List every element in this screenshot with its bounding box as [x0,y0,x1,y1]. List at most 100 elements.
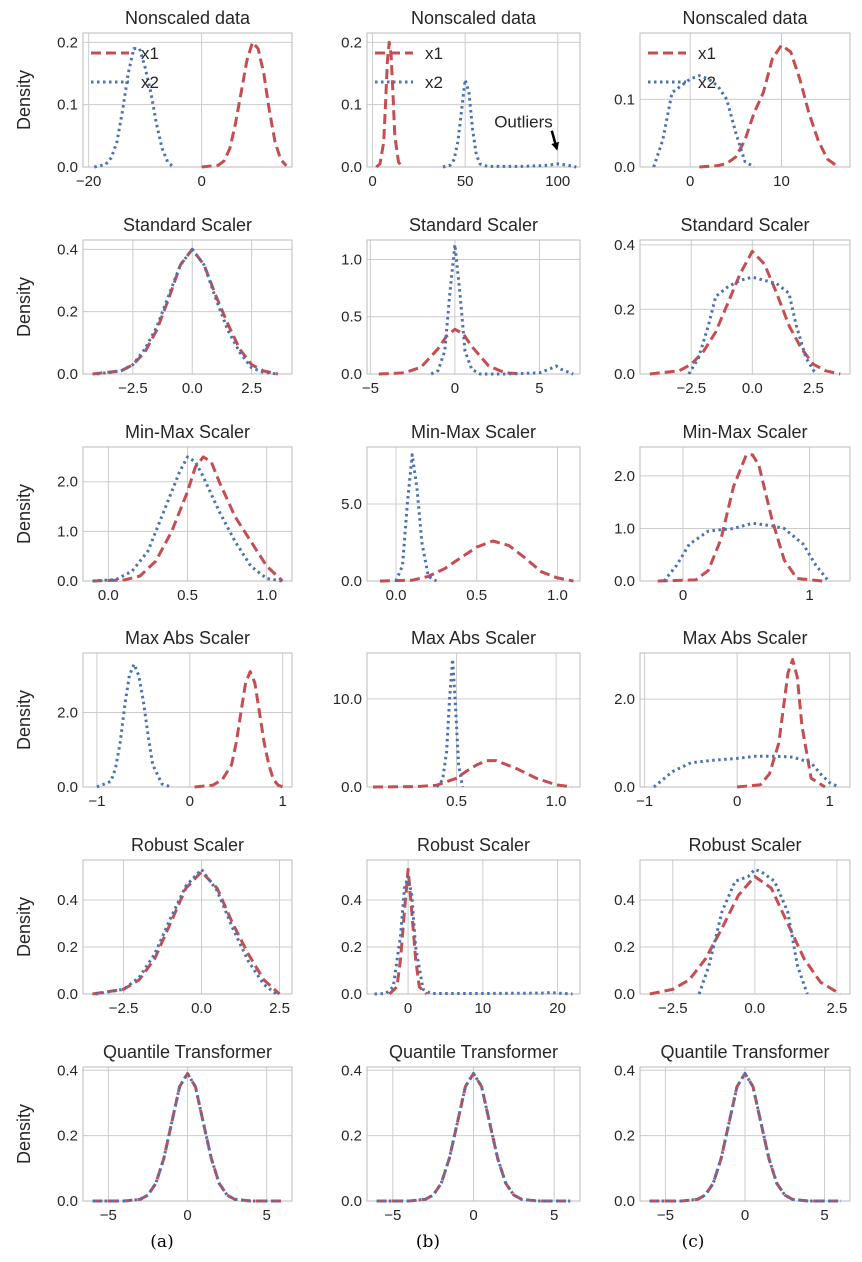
series-line-x1 [92,455,284,583]
chart-title: Nonscaled data [682,8,808,28]
series-line-x1 [379,539,574,583]
y-tick-label: 0.0 [614,573,635,590]
outliers-arrow [550,130,560,151]
series-line-x1 [378,327,523,376]
y-tick-label: 0.5 [341,309,362,326]
plot-frame [366,652,581,788]
x-tick-label: 0.5 [177,587,198,604]
caption-c: (c) [681,1232,705,1252]
chart-panel-r4c0: −2.5 0.0 2.5 0.0 0.2 0.4 Robust Scaler Density [14,835,293,1017]
chart-panel-r1c0: −2.5 0.0 2.5 0.0 0.2 0.4 Standard Scaler Densit… [14,215,293,397]
x-tick-label: −5 [384,1207,401,1224]
x-tick-label: −5 [362,380,379,397]
x-tick-label: 0.0 [98,587,119,604]
plot-frame [366,446,581,582]
caption-b: (b) [415,1232,441,1252]
series-line-x2 [652,74,755,169]
x-tick-label: 0 [741,1207,749,1224]
y-tick-label: 0.2 [57,939,78,956]
chart-title: Robust Scaler [417,835,530,855]
y-tick-label: 2.0 [614,468,635,485]
y-tick-label: 0.0 [57,1193,78,1210]
x-tick-label: 0 [186,793,194,810]
x-tick-label: 0.0 [744,1000,765,1017]
chart-title: Max Abs Scaler [411,628,536,648]
y-tick-label: 0.0 [341,1193,362,1210]
x-tick-label: −2.5 [109,1000,139,1017]
chart-panel-r2c1: 0.0 0.5 1.0 0.0 5.0 Min-Max Scaler [341,422,581,604]
x-tick-label: 1 [279,793,287,810]
y-tick-label: 0.2 [614,939,635,956]
outliers-annotation: Outliers [494,113,553,132]
y-tick-label: 0.1 [614,91,635,108]
x-tick-label: 5 [535,380,543,397]
series-line-x2 [687,275,818,375]
plot-frame [82,32,293,168]
y-tick-label: 0.4 [614,1062,635,1079]
chart-panel-r4c1: 0 10 20 0.0 0.2 0.4 Robust Scaler [341,835,581,1017]
series-line-x1 [201,40,288,169]
x-tick-label: 0.0 [182,380,203,397]
x-tick-label: 0 [679,587,687,604]
x-tick-label: 0.0 [742,380,763,397]
x-tick-label: −20 [76,173,101,190]
y-tick-label: 0.1 [57,97,78,114]
x-tick-label: 1 [825,793,833,810]
x-tick-label: −2.5 [118,380,148,397]
x-tick-label: 1.0 [256,587,277,604]
x-tick-label: 0.0 [386,587,407,604]
plot-frame [82,1066,293,1202]
series-line-x2 [442,78,577,169]
x-tick-label: 0 [404,1000,412,1017]
plot-frame [639,239,851,375]
y-tick-label: 0.0 [614,159,635,176]
series-line-x1 [649,249,841,376]
series-line-x2 [97,247,278,376]
chart-panel-r5c0: −5 0 5 0.0 0.2 0.4 Quantile Transformer Density [14,1042,293,1224]
chart-title: Standard Scaler [409,215,538,235]
chart-panel-r3c2: −1 0 1 0.0 2.0 Max Abs Scaler [614,628,851,810]
chart-panel-r3c1: 0.5 1.0 0.0 10.0 Max Abs Scaler [333,628,581,810]
y-tick-label: 0.0 [341,573,362,590]
x-tick-label: 2.5 [803,380,824,397]
y-tick-label: 0.2 [341,1128,362,1145]
y-tick-label: 2.0 [57,474,78,491]
y-tick-label: 0.0 [57,573,78,590]
series-line-x1 [699,43,838,169]
series-line-x2 [430,243,574,376]
series-line-x2 [95,867,278,996]
x-tick-label: 5 [550,1207,558,1224]
plot-frame [82,239,293,375]
series-line-x2 [374,875,573,996]
y-tick-label: 0.0 [341,366,362,383]
chart-title: Min-Max Scaler [682,422,807,442]
y-tick-label: 5.0 [341,496,362,513]
y-tick-label: 0.0 [341,159,362,176]
y-tick-label: 0.2 [57,304,78,321]
y-tick-label: 0.4 [57,892,78,909]
series-line-x1 [92,1072,283,1203]
chart-panel-r2c0: 0.0 0.5 1.0 0.0 1.0 2.0 Min-Max Scaler Density [14,422,293,604]
y-tick-label: 0.2 [614,301,635,318]
legend-label-x2: x2 [698,73,716,92]
x-tick-label: 0 [451,380,459,397]
x-tick-label: 1.0 [546,793,567,810]
y-tick-label: 1.0 [614,520,635,537]
series-line-x2 [92,455,283,583]
plot-frame [366,239,581,375]
plot-frame [82,859,293,995]
chart-panel-r0c0: −20 0 0.0 0.1 0.2 Nonscaled data Density x1 x2 [14,8,293,190]
x-tick-label: 1 [805,587,813,604]
chart-title: Standard Scaler [123,215,252,235]
x-tick-label: 0 [469,1207,477,1224]
chart-title: Nonscaled data [125,8,251,28]
chart-title: Nonscaled data [411,8,537,28]
series-line-x1 [194,670,284,789]
y-tick-label: 0.4 [57,1062,78,1079]
series-line-x1 [375,40,404,169]
x-tick-label: 0.0 [191,1000,212,1017]
y-tick-label: 0.0 [57,779,78,796]
series-line-x1 [388,867,428,996]
x-tick-label: 0 [183,1207,191,1224]
chart-panel-r1c2: −2.5 0.0 2.5 0.0 0.2 0.4 Standard Scaler [614,215,851,397]
